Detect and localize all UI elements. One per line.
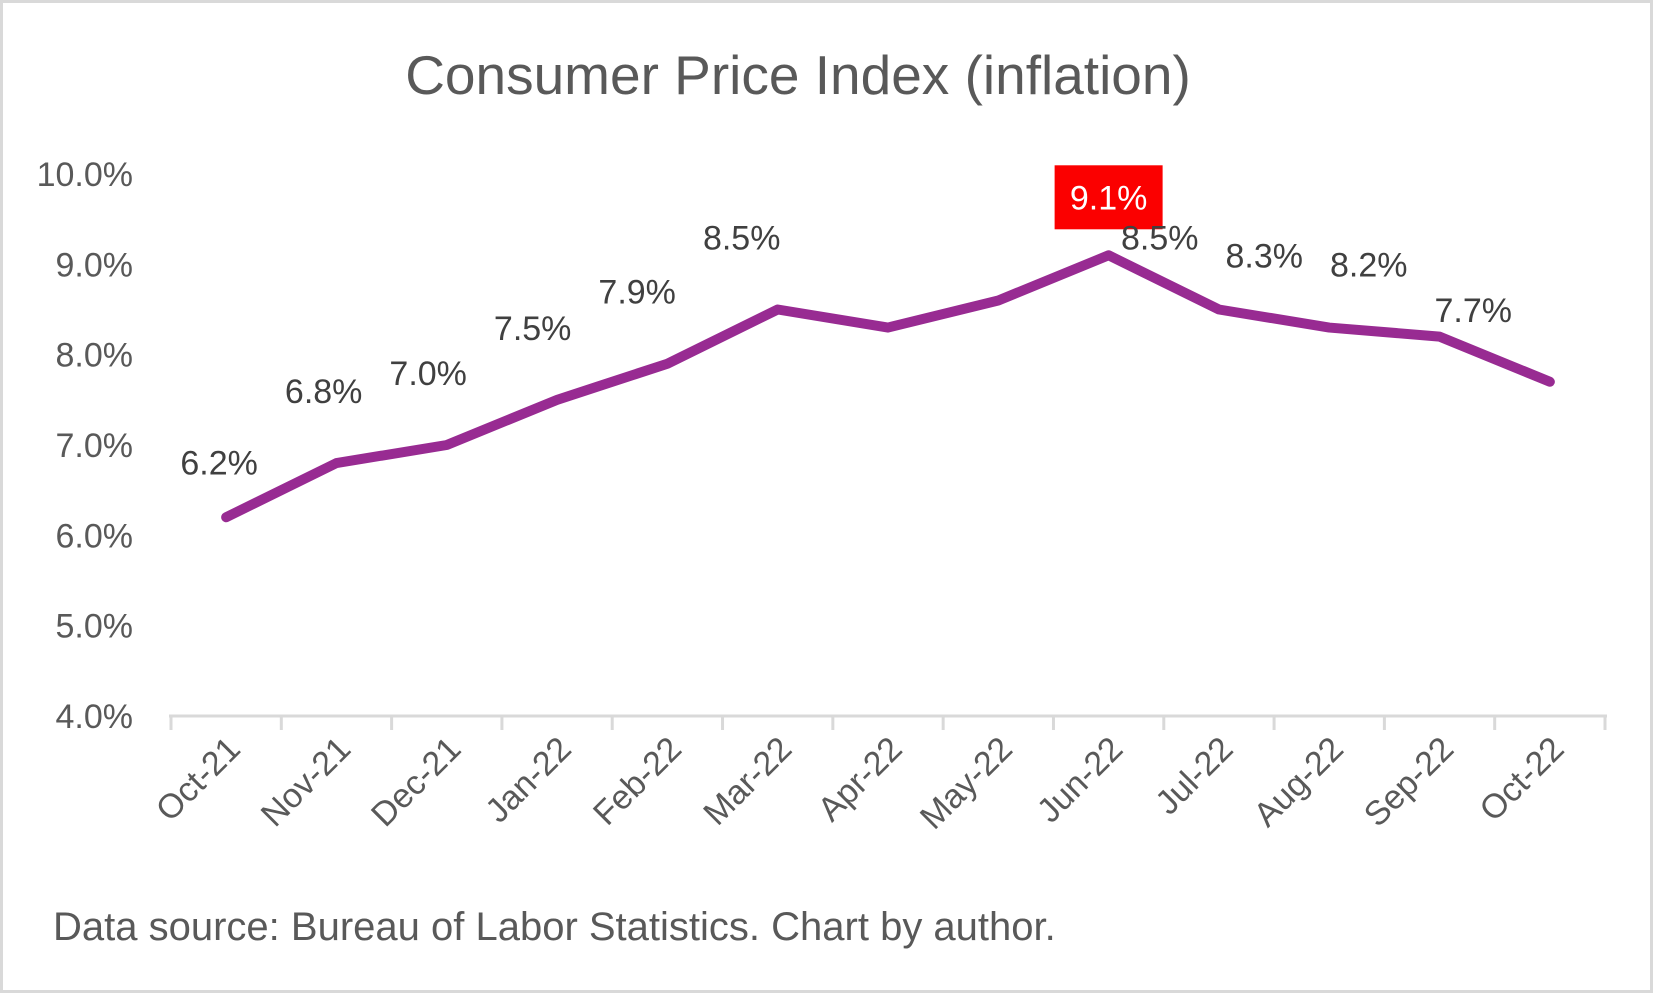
y-tick-label: 4.0% — [56, 698, 134, 736]
x-tick-label: Jun-22 — [1030, 730, 1130, 830]
data-source-note: Data source: Bureau of Labor Statistics.… — [53, 905, 1056, 949]
data-label: 8.3% — [1225, 238, 1303, 276]
data-label: 6.8% — [285, 373, 363, 411]
x-tick-label: Apr-22 — [811, 730, 910, 829]
y-tick-label: 8.0% — [56, 337, 134, 375]
x-tick-label: Jan-22 — [478, 730, 578, 830]
data-label: 6.2% — [180, 444, 258, 482]
data-label: 7.7% — [1434, 292, 1512, 330]
data-label: 7.0% — [389, 355, 467, 393]
x-tick-label: May-22 — [913, 730, 1020, 837]
x-tick-label: Nov-21 — [254, 730, 358, 834]
x-tick-label: Feb-22 — [586, 730, 689, 833]
data-label: 8.5% — [703, 220, 781, 258]
x-tick-label: Sep-22 — [1357, 730, 1461, 834]
data-line — [221, 250, 1555, 523]
data-label: 8.2% — [1330, 247, 1408, 285]
x-tick-label: Aug-22 — [1246, 730, 1350, 834]
y-tick-label: 10.0% — [37, 156, 133, 194]
chart-title: Consumer Price Index (inflation) — [405, 44, 1191, 106]
data-label: 7.5% — [494, 310, 572, 348]
x-tick-label: Jul-22 — [1148, 730, 1240, 822]
highlight-data-label: 9.1% — [1070, 179, 1148, 217]
y-tick-label: 7.0% — [56, 427, 134, 465]
y-tick-label: 9.0% — [56, 246, 134, 284]
data-label: 7.9% — [598, 274, 676, 312]
cpi-line-chart: 4.0% 5.0% 6.0% 7.0% 8.0% 9.0% 10.0% Oct-21 Nov-2… — [37, 156, 1607, 837]
y-tick-label: 5.0% — [56, 608, 134, 646]
highlight-label-box — [1054, 165, 1163, 230]
x-tick-label: Oct-21 — [149, 730, 248, 829]
x-tick-label: Dec-21 — [364, 730, 468, 834]
x-tick-label: Oct-22 — [1472, 730, 1571, 829]
x-tick-label: Mar-22 — [696, 730, 799, 833]
data-label: 8.5% — [1121, 220, 1199, 258]
y-tick-label: 6.0% — [56, 517, 134, 555]
